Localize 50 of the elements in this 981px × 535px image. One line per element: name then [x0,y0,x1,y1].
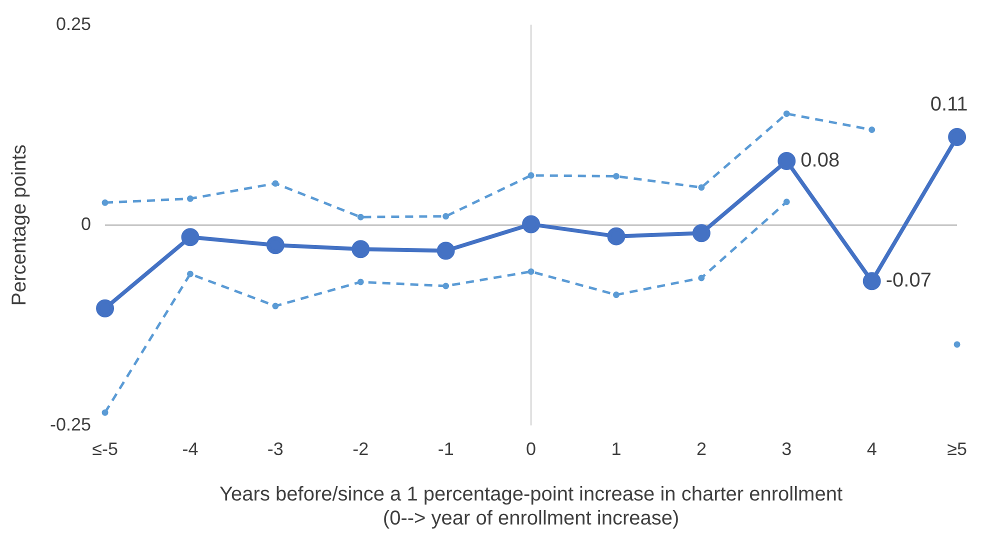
point [272,180,279,187]
point [102,199,108,206]
x-tick-label: ≥5 [947,439,967,460]
data-label: 0.11 [930,93,968,116]
x-tick-label: ≤-5 [92,439,118,460]
data-label: 0.08 [800,150,840,172]
point [698,184,705,191]
data-label: -0.07 [886,270,932,292]
point [186,195,194,202]
point [698,274,705,282]
point [612,292,620,298]
point [522,215,540,234]
point [357,278,364,286]
point [607,227,626,246]
x-tick-label: 3 [782,439,792,460]
y-tick-label: 0 [81,214,92,234]
point [266,236,284,254]
y-axis-title: Percentage points [8,144,31,306]
point [186,270,194,278]
point [181,228,200,246]
point [862,272,881,290]
point [868,126,876,134]
point [948,128,966,146]
x-tick-label: -4 [182,439,198,460]
x-tick-label: -3 [267,439,284,460]
point [442,282,450,290]
x-tick-label: -2 [352,439,369,460]
point [528,268,534,275]
x-tick-label: 1 [611,439,622,460]
point [102,409,108,416]
point [692,224,710,242]
point [778,152,796,170]
point [272,302,279,310]
x-tick-label: 4 [866,439,877,460]
point [528,172,534,179]
point [442,213,450,220]
point [436,242,455,260]
x-axis-title: Years before/since a 1 percentage-point increase in charter enrollment (0--> year of enrollment increase) [220,484,843,530]
point [96,299,114,318]
x-tick-label: -1 [438,439,454,460]
point [954,341,960,348]
x-tick-label: 2 [696,439,706,460]
point [352,240,370,258]
point [612,172,620,180]
point [783,198,790,206]
y-tick-label: 0.25 [56,14,92,34]
y-tick-label: -0.25 [50,414,92,434]
point [783,110,790,117]
point [357,214,364,220]
x-tick-label: 0 [526,439,536,460]
